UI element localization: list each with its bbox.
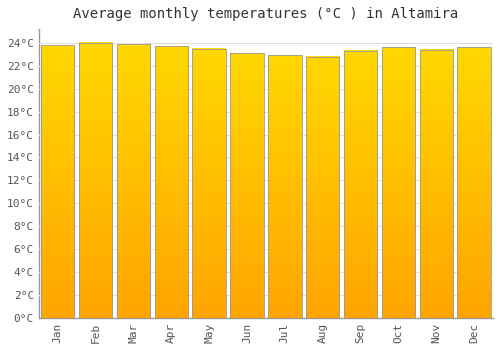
Bar bbox=[420, 50, 453, 318]
Bar bbox=[458, 47, 491, 318]
Bar bbox=[420, 50, 453, 318]
Bar bbox=[192, 49, 226, 318]
Bar bbox=[268, 55, 302, 318]
Bar bbox=[230, 53, 264, 318]
Bar bbox=[192, 49, 226, 318]
Bar bbox=[306, 57, 340, 318]
Bar bbox=[41, 45, 74, 318]
Bar bbox=[458, 47, 491, 318]
Bar bbox=[306, 57, 340, 318]
Bar bbox=[382, 47, 415, 318]
Bar bbox=[79, 43, 112, 318]
Title: Average monthly temperatures (°C ) in Altamira: Average monthly temperatures (°C ) in Al… bbox=[74, 7, 458, 21]
Bar bbox=[268, 55, 302, 318]
Bar bbox=[79, 43, 112, 318]
Bar bbox=[117, 44, 150, 318]
Bar bbox=[154, 46, 188, 318]
Bar bbox=[230, 53, 264, 318]
Bar bbox=[117, 44, 150, 318]
Bar bbox=[41, 45, 74, 318]
Bar bbox=[344, 51, 377, 318]
Bar bbox=[154, 46, 188, 318]
Bar bbox=[382, 47, 415, 318]
Bar bbox=[344, 51, 377, 318]
